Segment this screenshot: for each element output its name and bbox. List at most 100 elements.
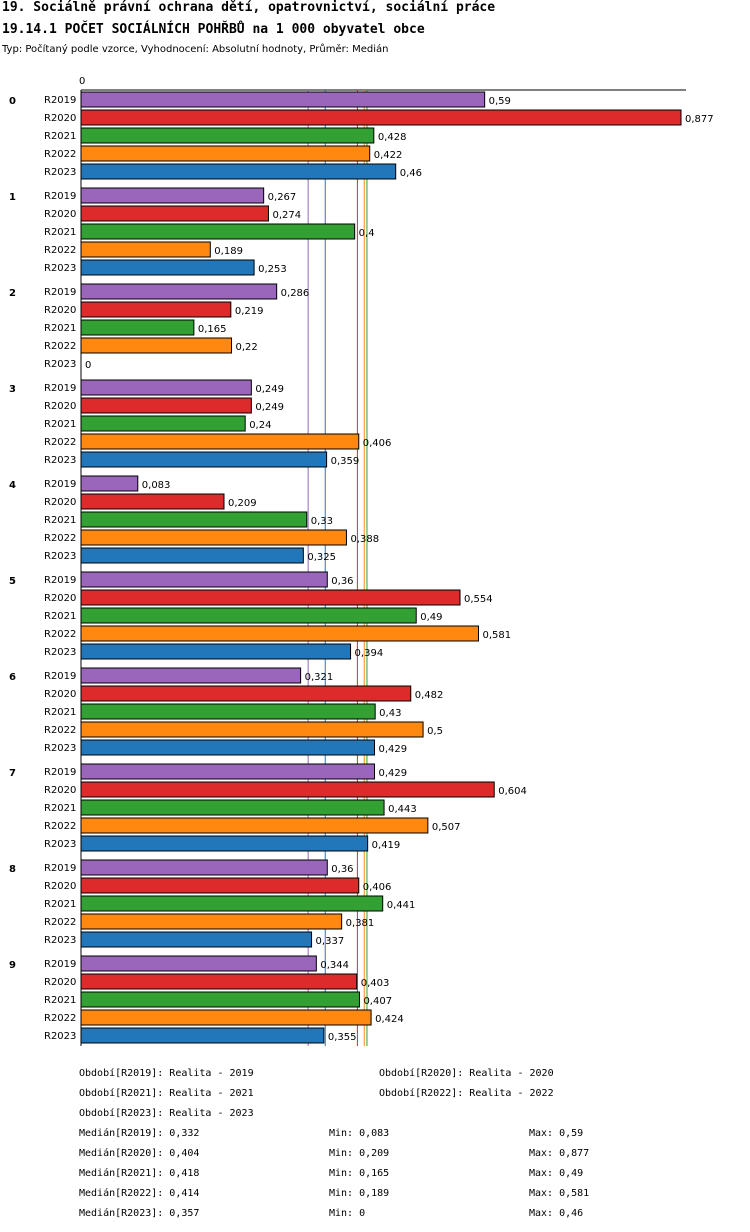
bar-r2021-9: [80, 991, 360, 1008]
value-label: 0,337: [316, 936, 345, 947]
value-label: 0,554: [464, 594, 493, 605]
legend-max-r2022: Max: 0,581: [529, 1188, 590, 1199]
series-label: R2019: [44, 575, 76, 586]
series-label: R2022: [44, 149, 76, 160]
legend-period-r2019: Období[R2019]: Realita - 2019: [79, 1068, 254, 1079]
series-label: R2022: [44, 245, 76, 256]
bar-r2023-1: [80, 259, 255, 276]
chart-title-line1: 19. Sociálně právní ochrana dětí, opatro…: [2, 0, 496, 15]
value-label: 0,344: [320, 960, 349, 971]
value-label: 0,49: [420, 612, 442, 623]
value-label: 0,406: [363, 882, 392, 893]
value-label: 0,877: [685, 114, 714, 125]
series-label: R2023: [44, 839, 76, 850]
series-label: R2023: [44, 167, 76, 178]
series-label: R2020: [44, 689, 76, 700]
group-label-0: 0: [9, 96, 16, 107]
legend-median-r2020: Medián[R2020]: 0,404: [79, 1148, 200, 1159]
value-label: 0,403: [361, 978, 390, 989]
series-label: R2022: [44, 821, 76, 832]
value-label: 0,321: [305, 672, 334, 683]
bar-r2021-1: [80, 223, 356, 240]
series-label: R2021: [44, 131, 76, 142]
legend-max-r2021: Max: 0,49: [529, 1168, 584, 1179]
bar-r2020-3: [80, 397, 252, 414]
value-label: 0,267: [268, 192, 297, 203]
bar-r2021-6: [80, 703, 376, 720]
bar-r2022-3: [80, 433, 360, 450]
bar-r2022-2: [80, 337, 233, 354]
series-label: R2022: [44, 437, 76, 448]
legend-median-r2022: Medián[R2022]: 0,414: [79, 1188, 200, 1199]
series-label: R2019: [44, 479, 76, 490]
value-label: 0,249: [255, 402, 284, 413]
series-label: R2021: [44, 323, 76, 334]
legend-median-r2021: Medián[R2021]: 0,418: [79, 1168, 200, 1179]
series-label: R2021: [44, 419, 76, 430]
bar-r2020-9: [80, 973, 358, 990]
bar-r2019-4: [80, 475, 139, 492]
bar-r2022-6: [80, 721, 424, 738]
group-label-1: 1: [9, 192, 16, 203]
value-label: 0,394: [355, 648, 384, 659]
value-label: 0,428: [378, 132, 407, 143]
series-label: R2023: [44, 647, 76, 658]
value-label: 0: [85, 360, 91, 371]
legend-max-r2023: Max: 0,46: [529, 1208, 584, 1219]
bar-r2019-2: [80, 283, 278, 300]
bar-r2020-4: [80, 493, 225, 510]
value-label: 0,441: [387, 900, 416, 911]
series-label: R2020: [44, 593, 76, 604]
series-label: R2022: [44, 629, 76, 640]
bar-r2023-3: [80, 451, 328, 468]
series-label: R2022: [44, 341, 76, 352]
value-label: 0,4: [359, 228, 375, 239]
series-label: R2021: [44, 899, 76, 910]
bar-r2020-1: [80, 205, 269, 222]
bar-r2019-3: [80, 379, 252, 396]
series-label: R2020: [44, 881, 76, 892]
series-label: R2019: [44, 671, 76, 682]
value-label: 0,209: [228, 498, 257, 509]
value-label: 0,482: [415, 690, 444, 701]
bar-r2021-7: [80, 799, 385, 816]
value-label: 0,36: [331, 576, 353, 587]
series-label: R2020: [44, 305, 76, 316]
bar-r2023-5: [80, 643, 352, 660]
value-label: 0,36: [331, 864, 353, 875]
series-label: R2019: [44, 863, 76, 874]
legend-median-r2019: Medián[R2019]: 0,332: [79, 1128, 200, 1139]
legend-min-r2020: Min: 0,209: [329, 1148, 390, 1159]
bar-r2021-0: [80, 127, 375, 144]
legend-period-r2020: Období[R2020]: Realita - 2020: [379, 1068, 554, 1079]
bar-r2020-8: [80, 877, 360, 894]
series-label: R2021: [44, 803, 76, 814]
value-label: 0,24: [249, 420, 271, 431]
bar-r2023-9: [80, 1027, 325, 1044]
value-label: 0,388: [350, 534, 379, 545]
value-label: 0,165: [198, 324, 227, 335]
series-label: R2022: [44, 725, 76, 736]
bar-r2019-0: [80, 91, 486, 108]
value-label: 0,219: [235, 306, 264, 317]
group-label-3: 3: [9, 384, 16, 395]
series-label: R2020: [44, 497, 76, 508]
bar-r2021-5: [80, 607, 417, 624]
legend-max-r2020: Max: 0,877: [529, 1148, 590, 1159]
value-label: 0,443: [388, 804, 417, 815]
value-label: 0,359: [331, 456, 360, 467]
series-label: R2020: [44, 785, 76, 796]
series-label: R2020: [44, 977, 76, 988]
legend-min-r2021: Min: 0,165: [329, 1168, 390, 1179]
series-label: R2019: [44, 95, 76, 106]
series-label: R2023: [44, 1031, 76, 1042]
series-label: R2020: [44, 209, 76, 220]
series-label: R2020: [44, 401, 76, 412]
series-label: R2021: [44, 611, 76, 622]
bar-r2019-6: [80, 667, 302, 684]
bar-r2020-7: [80, 781, 495, 798]
bar-r2022-8: [80, 913, 343, 930]
legend-period-r2023: Období[R2023]: Realita - 2023: [79, 1108, 254, 1119]
bar-r2023-0: [80, 163, 397, 180]
